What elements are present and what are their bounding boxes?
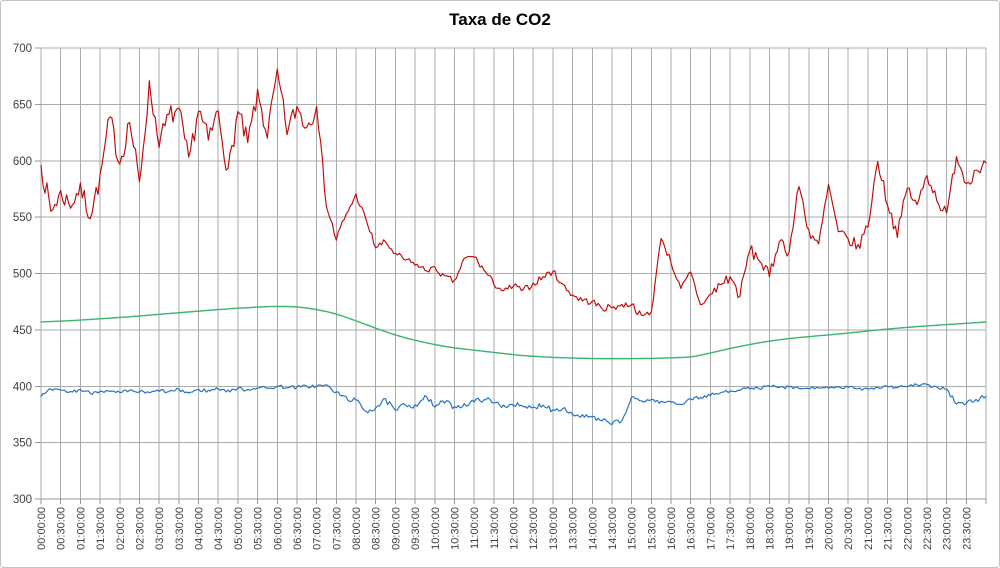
y-axis-label: 450 (13, 325, 32, 337)
x-axis-label: 00:30:00 (56, 507, 68, 550)
series-co2-lower-blue-line (40, 383, 987, 426)
x-axis-label: 16:30:00 (686, 507, 698, 550)
x-axis-label: 08:00:00 (351, 507, 363, 550)
x-axis-label: 01:30:00 (95, 507, 107, 550)
x-axis-label: 06:00:00 (272, 507, 284, 550)
x-axis-label: 01:00:00 (75, 507, 87, 550)
x-axis-label: 20:30:00 (843, 507, 855, 550)
x-axis-label: 09:00:00 (390, 507, 402, 550)
x-axis-label: 09:30:00 (410, 507, 422, 550)
x-axis-label: 17:30:00 (725, 507, 737, 550)
x-axis-label: 03:00:00 (154, 507, 166, 550)
x-axis-label: 04:30:00 (213, 507, 225, 550)
x-axis-label: 07:30:00 (331, 507, 343, 550)
x-axis-label: 18:00:00 (745, 507, 757, 550)
x-axis-label: 15:30:00 (646, 507, 658, 550)
y-axis-label: 350 (13, 438, 32, 450)
y-axis-label: 550 (13, 212, 32, 224)
x-axis-label: 07:00:00 (312, 507, 324, 550)
series-co2-upper-red-line (40, 68, 987, 317)
x-axis-label: 20:00:00 (824, 507, 836, 550)
x-axis-label: 06:30:00 (292, 507, 304, 550)
x-axis-label: 21:00:00 (863, 507, 875, 550)
x-axis-label: 03:30:00 (174, 507, 186, 550)
x-axis-label: 14:30:00 (607, 507, 619, 550)
x-axis-label: 22:00:00 (902, 507, 914, 550)
x-axis-label: 04:00:00 (194, 507, 206, 550)
x-axis-label: 10:00:00 (430, 507, 442, 550)
x-axis-label: 11:00:00 (469, 507, 481, 549)
x-axis-label: 18:30:00 (764, 507, 776, 550)
x-axis-label: 16:00:00 (666, 507, 678, 550)
y-axis-label: 700 (13, 43, 32, 55)
x-axis-label: 15:00:00 (627, 507, 639, 550)
x-axis-label: 05:30:00 (253, 507, 265, 550)
series-co2-middle-green-line (40, 305, 987, 360)
x-axis-label: 12:30:00 (528, 507, 540, 550)
x-axis-label: 23:30:00 (961, 507, 973, 550)
y-axis-label: 400 (13, 381, 32, 393)
x-axis-label: 12:00:00 (509, 507, 521, 550)
x-axis-label: 10:30:00 (449, 507, 461, 550)
x-axis-label: 00:00:00 (36, 507, 48, 550)
x-axis-label: 19:00:00 (784, 507, 796, 550)
x-axis-label: 08:30:00 (371, 507, 383, 550)
y-axis-label: 650 (13, 99, 32, 111)
y-axis-label: 500 (13, 269, 32, 281)
x-axis-label: 17:00:00 (705, 507, 717, 550)
x-axis-label: 05:00:00 (233, 507, 245, 550)
x-axis-label: 11:30:00 (489, 507, 501, 549)
x-axis-label: 13:30:00 (568, 507, 580, 550)
y-axis-label: 600 (13, 156, 32, 168)
y-axis-label: 300 (13, 494, 32, 506)
x-axis-label: 02:30:00 (134, 507, 146, 550)
x-axis-label: 13:00:00 (548, 507, 560, 550)
x-axis-label: 22:30:00 (922, 507, 934, 550)
x-axis-label: 19:30:00 (804, 507, 816, 550)
chart-title: Taxa de CO2 (449, 10, 551, 29)
x-axis-label: 23:00:00 (942, 507, 954, 550)
x-axis-label: 21:30:00 (883, 507, 895, 550)
x-axis-label: 14:00:00 (587, 507, 599, 550)
x-axis-label: 02:00:00 (115, 507, 127, 550)
